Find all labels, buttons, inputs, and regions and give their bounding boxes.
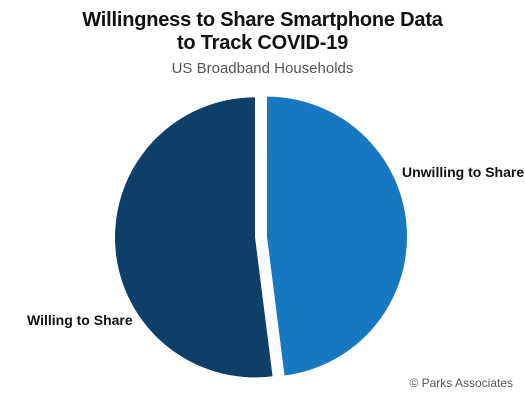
chart-title-line-2: to Track COVID-19 [176, 32, 349, 54]
chart-subtitle: US Broadband Households [171, 60, 354, 77]
chart-title-line-1: Willingness to Share Smartphone Data [82, 9, 443, 31]
label-unwilling: Unwilling to Share [402, 164, 524, 180]
chart-title: Willingness to Share Smartphone Data to … [0, 9, 525, 55]
slice-unwilling [266, 96, 407, 376]
label-willing: Willing to Share [27, 312, 133, 328]
slice-willing [115, 97, 273, 378]
copyright-text: © Parks Associates [409, 376, 513, 390]
